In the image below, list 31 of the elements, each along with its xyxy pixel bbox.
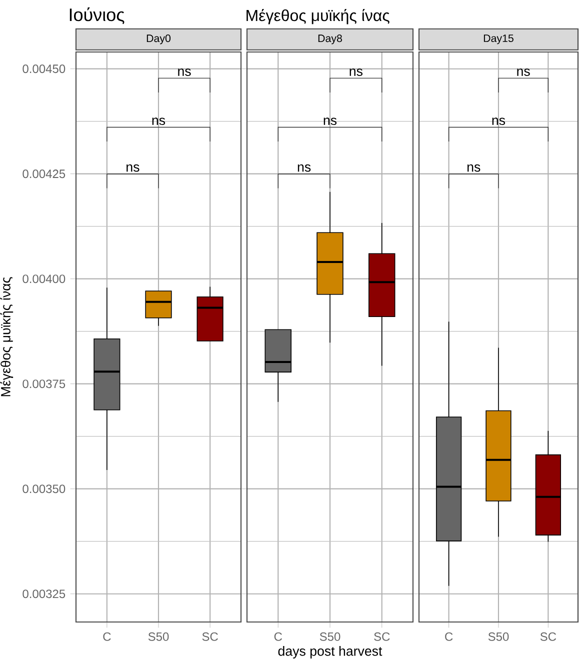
x-tick-label: SC bbox=[540, 632, 556, 641]
y-tick-label: 0.00400 bbox=[22, 274, 66, 284]
y-tick-label: 0.00325 bbox=[22, 590, 66, 598]
annotation: ns bbox=[126, 164, 140, 172]
y-tick-label: 0.00425 bbox=[22, 170, 66, 178]
text: Μέγεθος μυϊκής ίνας bbox=[246, 8, 390, 24]
x-tick-label: C bbox=[103, 632, 111, 641]
x-tick-label: C bbox=[445, 632, 453, 641]
x-tick-label: SC bbox=[374, 632, 390, 641]
annotation: ns bbox=[492, 118, 506, 125]
x-tick-label: S50 bbox=[320, 632, 340, 641]
x-tick-label: S50 bbox=[488, 632, 509, 641]
y-tick-label: 0.00350 bbox=[22, 484, 66, 494]
annotation: ns bbox=[467, 164, 480, 172]
x-tick-label: S50 bbox=[148, 632, 169, 641]
y-tick-label: 0.00450 bbox=[22, 64, 66, 74]
y-axis-title: Μέγεθος μυϊκής ίνας bbox=[0, 277, 14, 396]
chart-title: Day0 bbox=[146, 34, 171, 44]
x-tick-label: SC bbox=[202, 632, 218, 641]
annotation: ns bbox=[178, 68, 191, 76]
annotation: ns bbox=[517, 68, 530, 76]
chart-title: Day15 bbox=[484, 34, 514, 44]
y-tick-label: 0.00375 bbox=[22, 380, 66, 388]
annotation: ns bbox=[350, 68, 362, 76]
x-tick-label: C bbox=[274, 632, 282, 641]
x-axis-title: days post harvest bbox=[278, 646, 382, 658]
chart-title: Day8 bbox=[318, 34, 342, 44]
annotation: ns bbox=[324, 118, 337, 125]
annotation: ns bbox=[152, 118, 166, 125]
annotation: ns bbox=[298, 164, 311, 172]
text: Ιούνιος bbox=[70, 7, 124, 24]
